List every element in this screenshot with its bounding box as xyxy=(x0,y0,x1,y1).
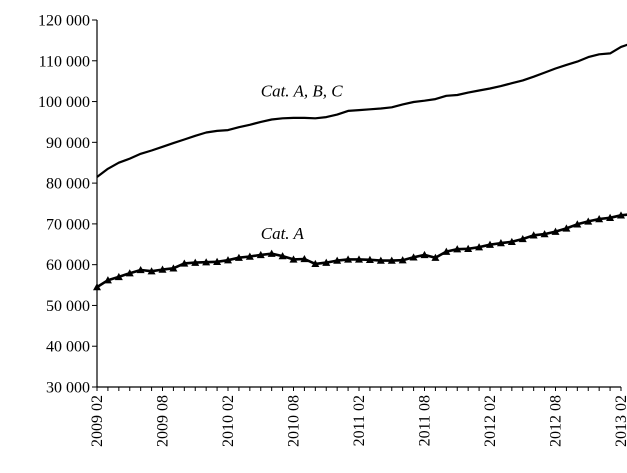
x-tick-label: 2009 02 xyxy=(89,395,106,447)
data-point-triangle xyxy=(409,253,418,261)
data-point-triangle xyxy=(114,272,123,281)
data-point-triangle xyxy=(289,255,298,263)
data-point-triangle xyxy=(431,253,440,261)
y-axis-ticks: 30 000 40 000 50 000 60 000 70 000 80 000 90 0… xyxy=(38,13,97,397)
data-point-triangle xyxy=(202,258,211,266)
data-point-triangle xyxy=(136,265,145,274)
data-point-triangle xyxy=(103,276,112,284)
y-tick-label: 60 000 xyxy=(46,257,90,274)
series-cat-a xyxy=(93,211,627,291)
data-point-triangle xyxy=(158,265,167,273)
x-tick-label: 2010 08 xyxy=(286,395,303,447)
data-point-triangle xyxy=(453,245,462,253)
x-tick-label: 2011 08 xyxy=(417,395,434,446)
data-point-triangle xyxy=(224,256,232,264)
data-point-triangle xyxy=(584,217,593,225)
data-point-triangle xyxy=(486,240,494,248)
data-point-triangle xyxy=(93,283,101,291)
series-label: Cat. A xyxy=(261,224,305,243)
axes xyxy=(96,20,621,388)
y-tick-label: 100 000 xyxy=(38,94,90,111)
data-point-triangle xyxy=(169,264,178,272)
data-point-triangle xyxy=(147,267,156,275)
data-point-triangle xyxy=(311,259,320,268)
series-line xyxy=(96,213,627,289)
data-point-triangle xyxy=(300,254,309,263)
data-point-triangle xyxy=(365,255,374,263)
data-point-triangle xyxy=(344,255,353,263)
data-point-triangle xyxy=(333,256,342,264)
y-tick-label: 110 000 xyxy=(39,53,90,70)
data-point-triangle xyxy=(420,250,429,259)
y-tick-label: 30 000 xyxy=(46,380,90,397)
data-point-triangle xyxy=(245,252,254,260)
x-tick-label: 2009 08 xyxy=(155,395,172,447)
data-point-triangle xyxy=(507,237,516,246)
data-point-triangle xyxy=(180,259,189,267)
data-point-triangle xyxy=(562,224,571,232)
series-layer xyxy=(93,43,627,291)
data-point-triangle xyxy=(529,231,538,239)
data-point-triangle xyxy=(125,269,134,277)
data-point-triangle xyxy=(322,258,331,266)
data-point-triangle xyxy=(464,244,473,252)
data-point-triangle xyxy=(595,214,604,223)
x-tick-label: 2012 08 xyxy=(548,395,565,447)
data-point-triangle xyxy=(191,258,200,266)
y-tick-label: 70 000 xyxy=(46,216,90,233)
series-line xyxy=(96,43,627,178)
data-point-triangle xyxy=(617,211,625,219)
x-tick-label: 2010 02 xyxy=(220,395,237,447)
y-tick-label: 90 000 xyxy=(46,135,90,152)
data-point-triangle xyxy=(475,243,484,251)
data-point-triangle xyxy=(213,257,222,266)
data-point-triangle xyxy=(256,250,265,259)
data-point-triangle xyxy=(376,256,385,264)
series-label: Cat. A, B, C xyxy=(261,81,344,100)
data-point-triangle xyxy=(606,213,615,221)
data-point-triangle xyxy=(234,253,243,261)
data-point-triangle xyxy=(573,220,582,228)
data-point-triangle xyxy=(267,249,276,257)
data-point-triangle xyxy=(551,227,560,235)
y-tick-label: 40 000 xyxy=(46,339,90,356)
y-tick-label: 120 000 xyxy=(38,13,90,30)
data-point-triangle xyxy=(540,230,549,238)
series-cat-abc xyxy=(96,43,627,178)
data-point-triangle xyxy=(442,247,451,255)
data-point-triangle xyxy=(496,239,505,247)
x-tick-label: 2012 02 xyxy=(482,395,499,447)
annotation-layer: Cat. A, B, C Cat. A xyxy=(261,81,344,243)
x-axis-ticks: 2009 02 2009 08 2010 02 2010 08 2011 02 2011 … xyxy=(89,387,627,447)
data-point-triangle xyxy=(398,256,407,264)
data-point-triangle xyxy=(387,256,396,264)
y-tick-label: 80 000 xyxy=(46,176,90,193)
x-tick-label: 2011 02 xyxy=(351,395,368,446)
data-point-triangle xyxy=(278,252,287,260)
data-point-triangle xyxy=(355,255,363,263)
x-tick-label: 2013 02 xyxy=(613,395,627,447)
data-point-triangle xyxy=(518,234,527,243)
y-tick-label: 50 000 xyxy=(46,298,90,315)
